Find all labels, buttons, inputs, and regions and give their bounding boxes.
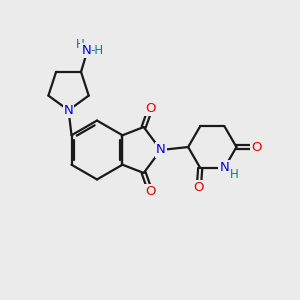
Text: H: H	[76, 38, 84, 51]
Text: O: O	[194, 182, 204, 194]
Text: N: N	[64, 104, 74, 117]
Text: O: O	[251, 141, 262, 154]
Text: N: N	[220, 161, 229, 175]
Text: -H: -H	[90, 44, 103, 57]
Text: N: N	[156, 143, 166, 157]
Text: H: H	[230, 168, 238, 181]
Text: N: N	[81, 44, 91, 57]
Text: O: O	[145, 102, 155, 115]
Text: O: O	[145, 185, 155, 198]
